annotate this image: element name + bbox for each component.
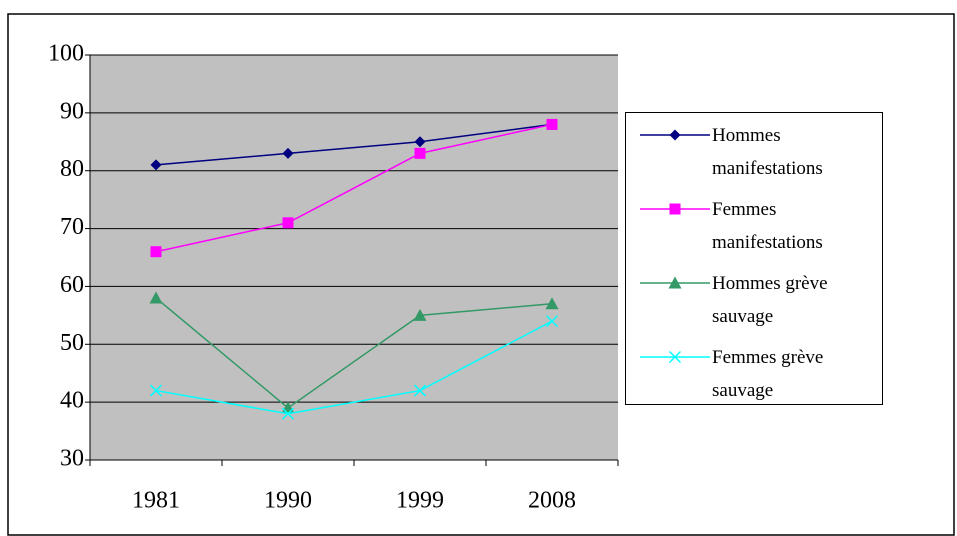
marker	[669, 203, 681, 215]
legend-item: Hommes grève sauvage	[626, 261, 884, 331]
legend-swatch	[640, 129, 710, 141]
legend-label: Femmes manifestations	[712, 199, 823, 253]
plot-area	[90, 55, 618, 460]
legend-label: Hommes grève sauvage	[712, 273, 828, 327]
marker	[545, 315, 559, 328]
marker	[668, 350, 682, 364]
legend-swatch	[640, 350, 710, 364]
marker	[669, 129, 681, 141]
marker	[282, 217, 294, 229]
chart-border	[7, 13, 955, 536]
series-line	[155, 123, 553, 166]
x-tick-label: 1990	[264, 488, 312, 514]
marker	[546, 118, 558, 130]
y-tick-label: 50	[60, 330, 84, 356]
legend-swatch	[640, 276, 710, 289]
legend-swatch	[640, 203, 710, 215]
marker	[150, 246, 162, 258]
marker	[413, 308, 427, 321]
marker	[281, 407, 295, 420]
legend: Hommes manifestations Femmes manifestatio…	[625, 112, 883, 405]
series-line	[155, 123, 553, 253]
legend-label: Hommes manifestations	[712, 125, 823, 179]
y-tick-label: 30	[60, 446, 84, 472]
marker	[149, 291, 163, 304]
legend-label: Femmes grève sauvage	[712, 347, 824, 401]
marker	[414, 136, 426, 148]
legend-item: Femmes grève sauvage	[626, 335, 884, 405]
x-tick-label: 2008	[528, 488, 576, 514]
y-tick-label: 70	[60, 214, 84, 240]
marker	[414, 147, 426, 159]
marker	[282, 147, 294, 159]
marker	[668, 276, 682, 289]
legend-item: Hommes manifestations	[626, 113, 884, 183]
y-tick-label: 60	[60, 272, 84, 298]
marker	[545, 297, 559, 310]
y-tick-label: 80	[60, 156, 84, 182]
marker	[150, 159, 162, 171]
series-line	[155, 320, 553, 415]
x-tick-label: 1981	[132, 488, 180, 514]
x-tick-label: 1999	[396, 488, 444, 514]
y-tick-label: 90	[60, 98, 84, 124]
legend-item: Femmes manifestations	[626, 187, 884, 257]
series-line	[155, 297, 553, 409]
marker	[413, 384, 427, 397]
y-tick-label: 100	[48, 41, 84, 67]
y-tick-label: 40	[60, 388, 84, 414]
marker	[149, 384, 163, 397]
